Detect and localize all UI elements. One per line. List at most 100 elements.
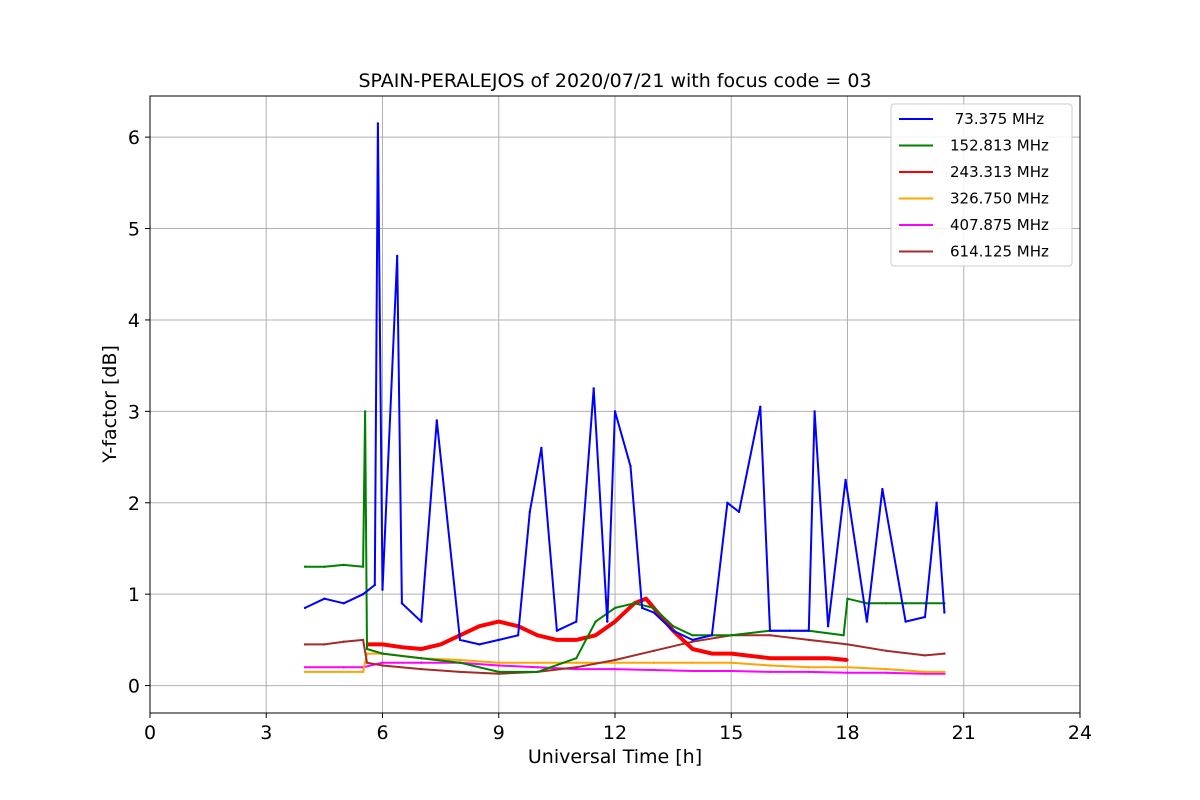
series-0-point (826, 625, 830, 628)
series-0-point (381, 588, 384, 591)
series-1-point (691, 634, 694, 637)
series-2-point (400, 646, 404, 649)
series-1-point (594, 620, 597, 623)
x-tick-label: 9 (493, 722, 505, 744)
series-2-point (555, 638, 559, 642)
series-1-point (361, 565, 365, 568)
series-0-point (726, 501, 729, 504)
series-0-point (516, 634, 520, 637)
series-0-point (904, 620, 907, 623)
legend-label: 326.750 MHz (950, 190, 1049, 208)
series-1-point (381, 652, 384, 655)
series-2-point (478, 625, 481, 628)
series-4-point (652, 668, 655, 672)
legend-label: 73.375 MHz (950, 110, 1044, 128)
series-1-point (536, 670, 539, 674)
series-0-point (400, 602, 404, 605)
series-1-point (885, 602, 888, 605)
series-0-point (881, 487, 884, 491)
series-1-point (730, 634, 733, 637)
series-0-point (606, 620, 609, 623)
y-tick-label: 4 (128, 310, 140, 332)
y-tick-label: 3 (128, 401, 140, 423)
series-2-point (575, 638, 578, 642)
series-0-point (303, 606, 307, 610)
legend-label: 614.125 MHz (950, 243, 1049, 261)
series-5-point (458, 670, 462, 674)
x-axis-label: Universal Time [h] (528, 746, 702, 768)
series-5-point (361, 638, 365, 642)
series-0-point (813, 410, 816, 413)
series-0-point (435, 419, 438, 422)
x-tick-label: 12 (603, 722, 627, 744)
series-0-point (613, 410, 617, 413)
series-1-point (342, 563, 345, 567)
series-0-point (935, 501, 938, 504)
series-0-point (420, 620, 423, 623)
series-5-point (691, 640, 694, 643)
x-tick-label: 6 (376, 722, 388, 744)
series-0-point (768, 629, 772, 632)
series-5-point (342, 640, 345, 643)
series-1-point (575, 657, 578, 660)
series-1-point (613, 606, 617, 610)
series-4-point (730, 669, 733, 673)
series-4-point (575, 667, 578, 671)
series-0-point (923, 615, 927, 619)
series-3-point (536, 661, 539, 664)
series-line-1 (305, 410, 945, 673)
y-tick-label: 2 (128, 493, 140, 515)
x-tick-label: 18 (835, 722, 859, 744)
series-0-point (540, 446, 543, 450)
series-2-point (710, 652, 714, 655)
series-3-point (943, 670, 946, 674)
series-0-point (943, 611, 946, 614)
series-3-point (923, 670, 927, 674)
y-tick-label: 0 (128, 676, 140, 698)
series-5-point (768, 634, 772, 637)
series-0-point (737, 510, 741, 514)
series-1-point (365, 647, 369, 651)
series-4-point (885, 671, 888, 674)
x-tick-label: 0 (144, 722, 156, 744)
series-5-point (613, 658, 617, 662)
series-0-point (396, 254, 399, 258)
y-tick-label: 1 (128, 584, 140, 606)
series-5-point (846, 643, 849, 646)
x-tick-label: 24 (1068, 722, 1092, 744)
series-4-point (691, 669, 694, 673)
series-1-point (633, 602, 636, 605)
series-2-point (730, 652, 733, 655)
series-5-point (365, 661, 369, 664)
series-5-point (497, 672, 500, 675)
series-3-point (730, 661, 733, 664)
series-1-point (842, 634, 845, 637)
series-0-point (788, 629, 791, 632)
series-4-point (613, 667, 617, 671)
series-0-point (528, 510, 531, 514)
series-3-point (342, 670, 345, 674)
series-0-point (497, 638, 500, 642)
series-3-point (303, 670, 307, 674)
series-5-point (323, 643, 326, 646)
series-4-point (342, 666, 345, 669)
series-3-point (361, 670, 365, 674)
series-2-point (846, 658, 849, 662)
series-0-point (575, 620, 578, 623)
series-2-point (768, 657, 772, 660)
series-5-point (807, 638, 810, 642)
series-3-point (613, 661, 617, 664)
series-1-point (865, 602, 869, 605)
series-0-point (592, 387, 595, 390)
series-0-point (361, 593, 365, 596)
series-0-point (323, 597, 326, 600)
series-5-point (575, 666, 578, 669)
series-2-point (644, 597, 648, 600)
x-tick-label: 3 (260, 722, 272, 744)
series-2-point (439, 643, 442, 646)
series-3-point (691, 661, 694, 664)
series-1-point (323, 565, 326, 568)
series-2-point (497, 620, 500, 623)
series-1-point (497, 670, 500, 674)
